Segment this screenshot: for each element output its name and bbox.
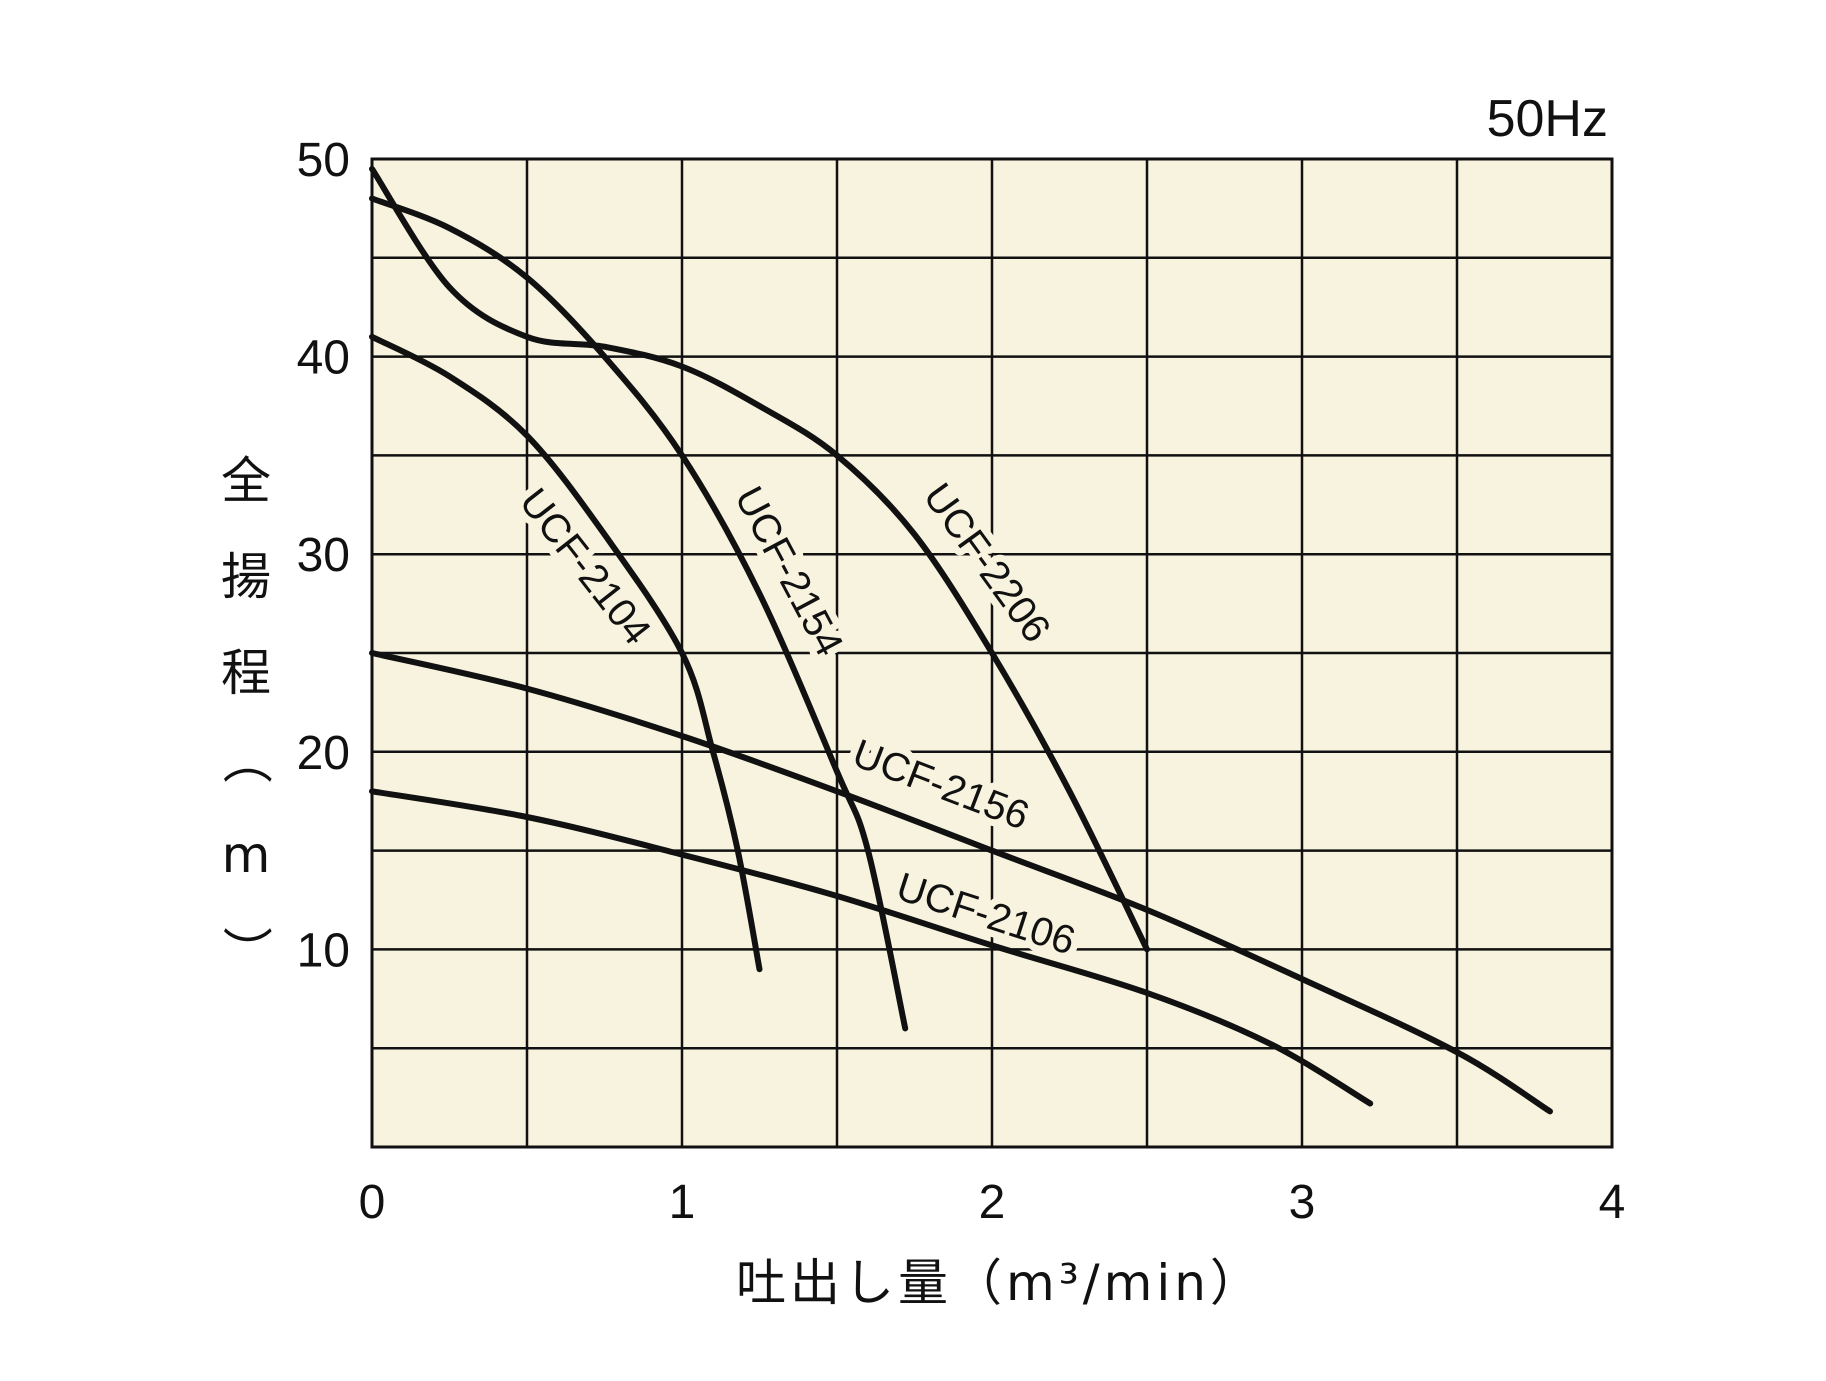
y-axis-label-char: 程	[221, 644, 271, 702]
curve-ucf-2104	[369, 333, 763, 973]
curve-ucf-2156	[369, 650, 1553, 1115]
y-tick-label: 10	[297, 924, 350, 977]
y-axis-label-char: ）	[217, 926, 275, 976]
x-tick-label: 0	[359, 1176, 386, 1229]
y-axis-label-char: （	[217, 734, 275, 784]
y-axis-label-char: 全	[221, 452, 271, 510]
plot-frame	[370, 157, 1614, 1149]
y-axis-label-char: 揚	[221, 548, 271, 606]
frequency-label: 50Hz	[1487, 90, 1608, 148]
x-tick-label: 2	[979, 1176, 1006, 1229]
x-tick-label: 3	[1289, 1176, 1316, 1229]
x-axis-label: 吐出し量（m³/min）	[736, 1254, 1264, 1312]
x-tick-label: 4	[1599, 1176, 1626, 1229]
y-tick-label: 20	[297, 727, 350, 780]
curve-ucf-2206	[369, 165, 1150, 953]
x-tick-labels: 0 1 2 3 4	[359, 1176, 1626, 1229]
y-tick-label: 40	[297, 332, 350, 385]
curves-group	[369, 165, 1553, 1115]
y-axis-label-char: m	[222, 826, 271, 884]
y-tick-label: 30	[297, 529, 350, 582]
y-axis-label: 全揚程 （ m ）	[217, 452, 275, 976]
curve-ucf-2154	[369, 195, 909, 1032]
y-tick-labels: 10 20 30 40 50	[297, 134, 350, 977]
x-tick-label: 1	[669, 1176, 696, 1229]
curve-ucf-2106	[369, 788, 1374, 1107]
y-tick-label: 50	[297, 134, 350, 187]
